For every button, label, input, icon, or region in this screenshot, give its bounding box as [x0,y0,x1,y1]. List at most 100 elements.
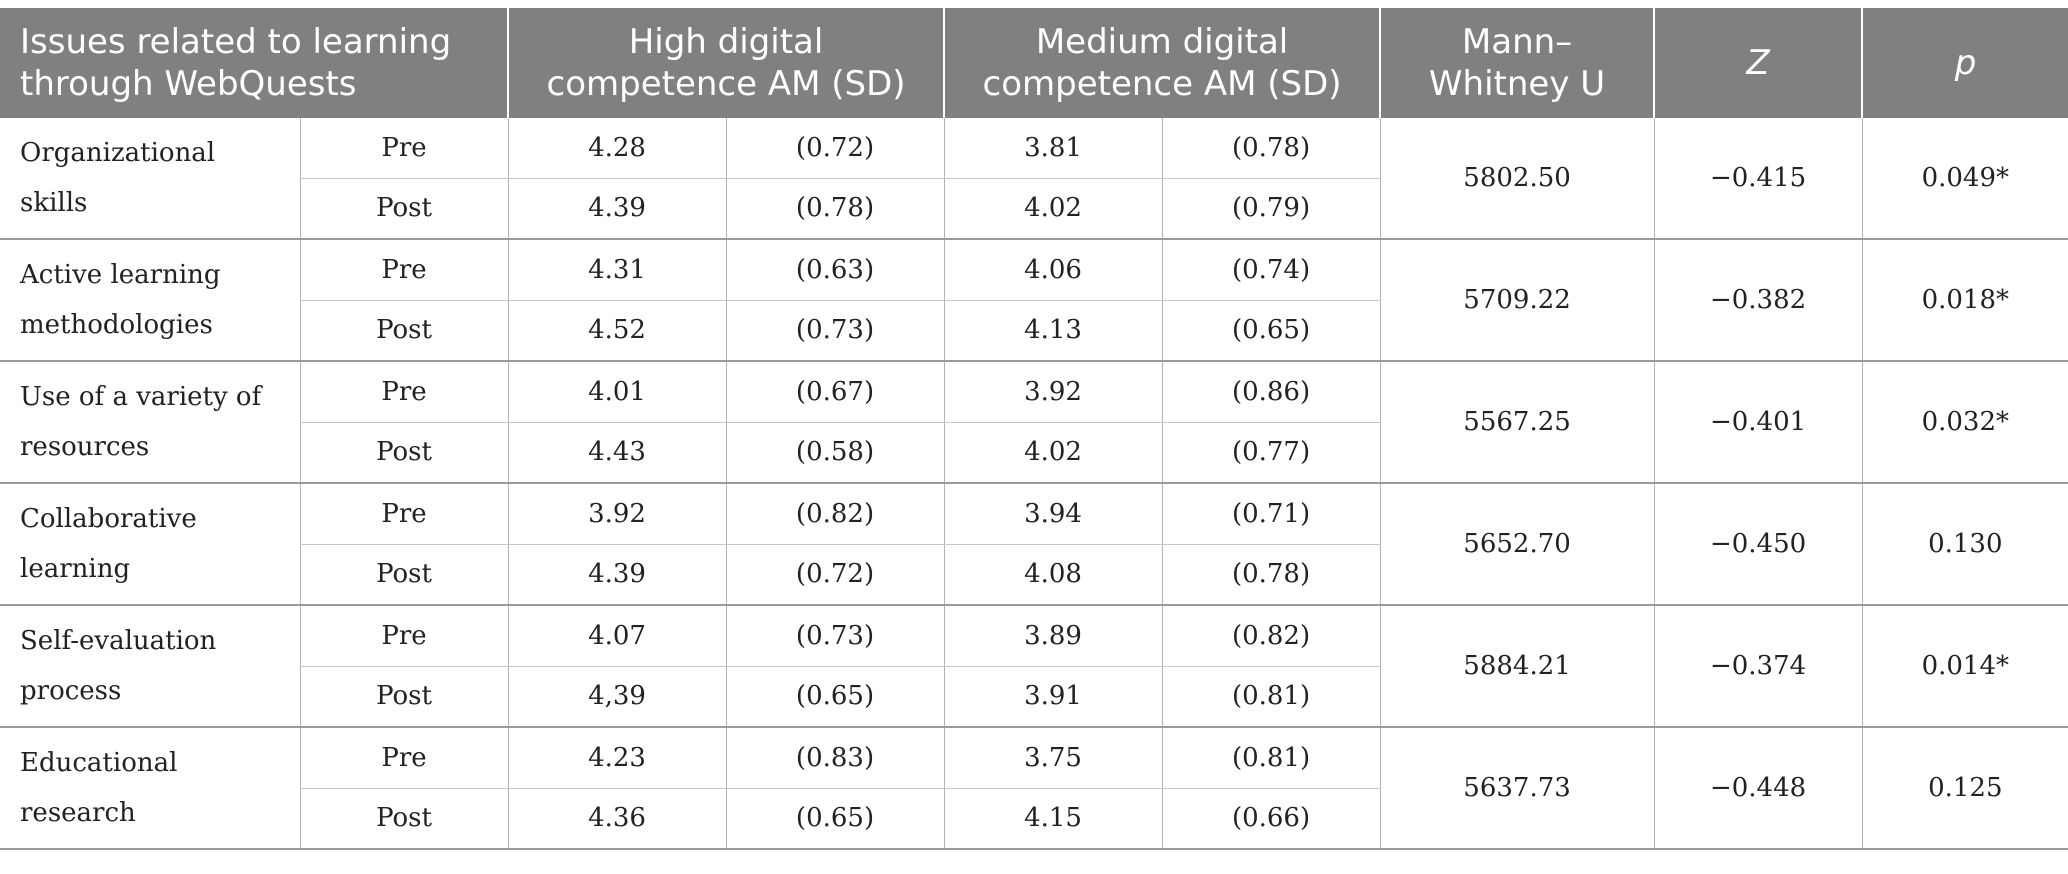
results-table-wrapper: Issues related to learning through WebQu… [0,8,2068,850]
high-am-cell: 3.92 [507,483,727,545]
medium-sd-cell: (0.86) [1161,361,1381,423]
table-row: Organizational skills Pre 4.28 (0.72) 3.… [0,118,2068,240]
table-row: Post 4.52 (0.73) 4.13 (0.65) [0,300,2068,362]
medium-am-cell: 3.92 [943,361,1163,423]
p-cell: 0.014* [1861,605,2068,728]
medium-sd-cell: (0.82) [1161,605,1381,667]
phase-cell: Post [299,300,509,362]
medium-am-cell: 3.89 [943,605,1163,667]
header-issues: Issues related to learning through WebQu… [0,8,509,118]
p-cell: 0.049* [1861,118,2068,240]
medium-am-cell: 4.13 [943,300,1163,362]
medium-am-cell: 3.94 [943,483,1163,545]
high-am-cell: 4.31 [507,239,727,301]
high-am-cell: 4.07 [507,605,727,667]
issue-label: Organizational skills [0,118,300,240]
medium-sd-cell: (0.78) [1161,544,1381,606]
medium-sd-cell: (0.71) [1161,483,1381,545]
high-sd-cell: (0.65) [725,788,945,850]
medium-sd-cell: (0.77) [1161,422,1381,484]
p-cell: 0.018* [1861,239,2068,362]
z-cell: −0.382 [1653,239,1863,362]
medium-am-cell: 4.08 [943,544,1163,606]
z-cell: −0.448 [1653,727,1863,850]
medium-sd-cell: (0.79) [1161,178,1381,240]
table-row: Active learning methodologies Pre 4.31 (… [0,239,2068,362]
issue-label: Use of a variety of resources [0,361,300,484]
medium-am-cell: 3.81 [943,118,1163,179]
table-row: Use of a variety of resources Pre 4.01 (… [0,361,2068,484]
results-table: Issues related to learning through WebQu… [0,8,2068,850]
high-sd-cell: (0.63) [725,239,945,301]
p-cell: 0.032* [1861,361,2068,484]
header-high-competence: High digital competence AM (SD) [507,8,945,118]
issue-label: Educational research [0,727,300,850]
high-sd-cell: (0.58) [725,422,945,484]
medium-sd-cell: (0.81) [1161,666,1381,728]
high-am-cell: 4.23 [507,727,727,789]
phase-cell: Pre [299,361,509,423]
medium-am-cell: 4.02 [943,422,1163,484]
mann-whitney-cell: 5637.73 [1379,727,1655,850]
table-row: Post 4,39 (0.65) 3.91 (0.81) [0,666,2068,728]
header-z: Z [1653,8,1863,118]
issue-label: Collaborative learning [0,483,300,606]
medium-sd-cell: (0.81) [1161,727,1381,789]
table-row: Post 4.39 (0.78) 4.02 (0.79) [0,178,2068,240]
medium-am-cell: 3.75 [943,727,1163,789]
high-am-cell: 4.36 [507,788,727,850]
high-sd-cell: (0.73) [725,300,945,362]
header-medium-competence: Medium digital competence AM (SD) [943,8,1381,118]
header-mann-whitney: Mann–Whitney U [1379,8,1655,118]
z-cell: −0.374 [1653,605,1863,728]
high-sd-cell: (0.67) [725,361,945,423]
phase-cell: Pre [299,727,509,789]
high-sd-cell: (0.78) [725,178,945,240]
table-row: Educational research Pre 4.23 (0.83) 3.7… [0,727,2068,850]
z-cell: −0.450 [1653,483,1863,606]
medium-am-cell: 4.15 [943,788,1163,850]
phase-cell: Post [299,666,509,728]
mann-whitney-cell: 5884.21 [1379,605,1655,728]
medium-sd-cell: (0.65) [1161,300,1381,362]
table-row: Self-evaluation process Pre 4.07 (0.73) … [0,605,2068,728]
high-am-cell: 4.39 [507,178,727,240]
medium-sd-cell: (0.74) [1161,239,1381,301]
high-am-cell: 4.43 [507,422,727,484]
mann-whitney-cell: 5567.25 [1379,361,1655,484]
header-p: p [1861,8,2068,118]
medium-am-cell: 3.91 [943,666,1163,728]
high-sd-cell: (0.72) [725,544,945,606]
issue-label: Self-evaluation process [0,605,300,728]
table-row: Post 4.36 (0.65) 4.15 (0.66) [0,788,2068,850]
header-row: Issues related to learning through WebQu… [0,8,2068,118]
medium-sd-cell: (0.66) [1161,788,1381,850]
z-cell: −0.401 [1653,361,1863,484]
phase-cell: Pre [299,239,509,301]
phase-cell: Post [299,788,509,850]
phase-cell: Pre [299,605,509,667]
table-row: Post 4.43 (0.58) 4.02 (0.77) [0,422,2068,484]
high-sd-cell: (0.82) [725,483,945,545]
high-am-cell: 4.39 [507,544,727,606]
z-cell: −0.415 [1653,118,1863,240]
phase-cell: Pre [299,483,509,545]
high-sd-cell: (0.83) [725,727,945,789]
medium-am-cell: 4.06 [943,239,1163,301]
high-am-cell: 4.28 [507,118,727,179]
p-cell: 0.130 [1861,483,2068,606]
phase-cell: Pre [299,118,509,179]
phase-cell: Post [299,178,509,240]
high-am-cell: 4.52 [507,300,727,362]
table-row: Post 4.39 (0.72) 4.08 (0.78) [0,544,2068,606]
high-sd-cell: (0.65) [725,666,945,728]
high-sd-cell: (0.73) [725,605,945,667]
phase-cell: Post [299,544,509,606]
high-am-cell: 4.01 [507,361,727,423]
mann-whitney-cell: 5652.70 [1379,483,1655,606]
table-row: Collaborative learning Pre 3.92 (0.82) 3… [0,483,2068,606]
mann-whitney-cell: 5709.22 [1379,239,1655,362]
high-am-cell: 4,39 [507,666,727,728]
medium-am-cell: 4.02 [943,178,1163,240]
phase-cell: Post [299,422,509,484]
